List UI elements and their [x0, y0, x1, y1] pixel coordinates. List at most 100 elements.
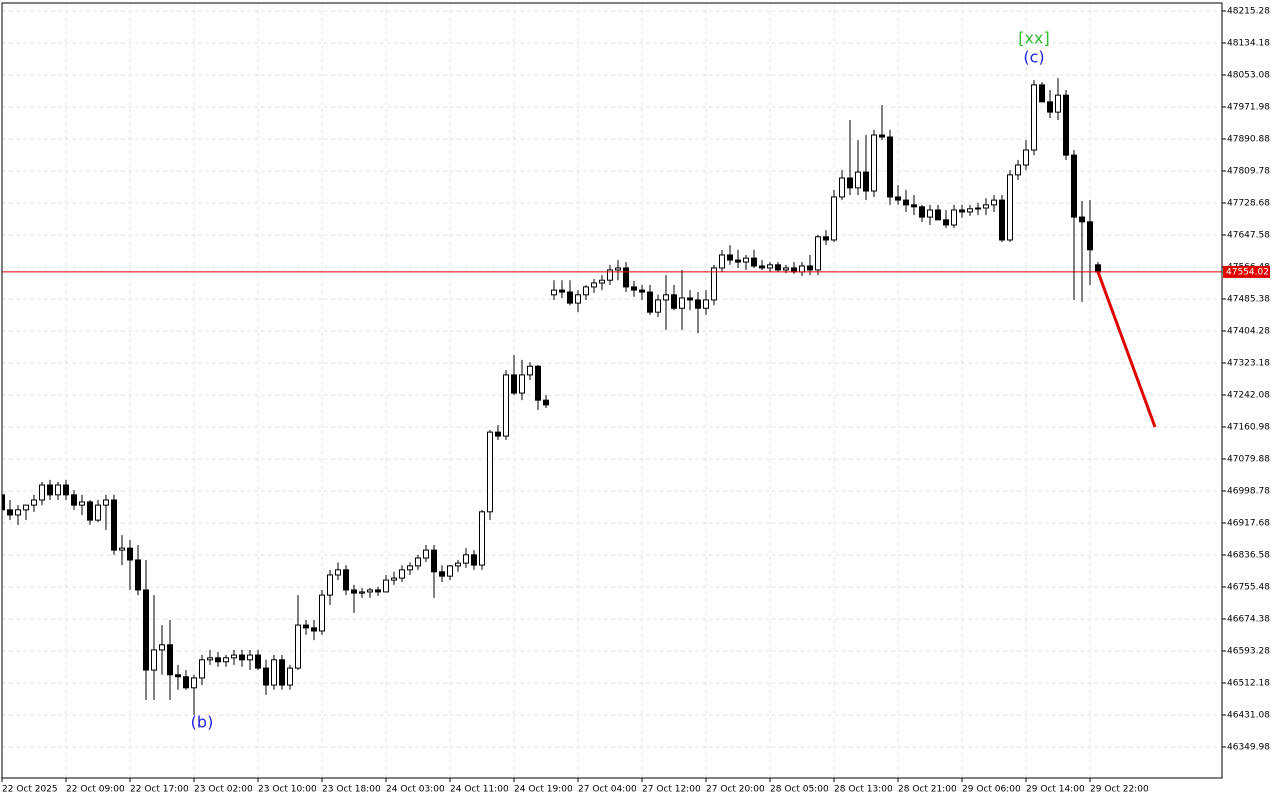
candle-body — [671, 294, 677, 309]
candle-body — [919, 206, 925, 218]
candle-body — [127, 547, 133, 561]
candle-body — [463, 554, 469, 564]
candle-body — [767, 264, 773, 269]
candle-body — [791, 267, 797, 273]
candle-body — [247, 654, 253, 661]
candle-body — [439, 571, 445, 577]
candle-body — [991, 199, 997, 206]
candle-body — [655, 299, 661, 313]
candle-body — [871, 134, 877, 192]
x-tick-label: 22 Oct 2025 — [2, 785, 58, 795]
candle-body — [711, 267, 717, 301]
x-tick-label: 24 Oct 03:00 — [386, 785, 445, 795]
x-tick-label: 24 Oct 19:00 — [514, 785, 573, 795]
candle-body — [823, 236, 829, 241]
candle-body — [263, 667, 269, 686]
candle-body — [191, 677, 197, 689]
candle-body — [863, 171, 869, 192]
candle-body — [455, 562, 461, 567]
candle-body — [959, 209, 965, 213]
candle-body — [815, 236, 821, 271]
candle-body — [15, 509, 21, 516]
candle-body — [783, 267, 789, 271]
y-tick-label: 47728.68 — [1227, 198, 1270, 208]
y-tick-label: 47079.88 — [1227, 455, 1270, 465]
candle-body — [903, 199, 909, 206]
candle-body — [703, 299, 709, 309]
candle-body — [135, 559, 141, 591]
candle-body — [583, 286, 589, 296]
grid — [1, 3, 1222, 778]
candle-body — [335, 569, 341, 576]
y-tick-label: 46674.38 — [1227, 615, 1270, 625]
wave-label: [xx] — [1018, 29, 1049, 48]
candle-body — [119, 547, 125, 551]
y-tick-label: 46998.78 — [1227, 487, 1270, 497]
candle-body — [1047, 101, 1053, 113]
candle-body — [855, 171, 861, 189]
candle-body — [495, 431, 501, 437]
y-tick-label: 47890.88 — [1227, 134, 1270, 144]
candle-body — [319, 594, 325, 632]
candle-body — [1023, 149, 1029, 166]
x-tick-label: 28 Oct 13:00 — [834, 785, 893, 795]
candle-body — [847, 177, 853, 189]
x-tick-label: 23 Oct 02:00 — [194, 785, 253, 795]
candle-body — [687, 297, 693, 301]
y-tick-label: 46755.48 — [1227, 583, 1270, 593]
y-tick-label: 47242.08 — [1227, 391, 1270, 401]
candle-body — [927, 209, 933, 218]
candle-body — [607, 269, 613, 281]
candle-body — [1071, 154, 1077, 218]
candle-body — [543, 399, 549, 406]
candle-body — [215, 657, 221, 663]
candle-body — [423, 549, 429, 559]
candle-body — [2, 494, 5, 511]
candle-body — [303, 624, 309, 629]
candle-body — [1095, 264, 1101, 273]
candle-body — [87, 501, 93, 521]
y-tick-label: 46836.58 — [1227, 551, 1270, 561]
candle-body — [935, 209, 941, 221]
candle-body — [183, 676, 189, 689]
candle-body — [647, 291, 653, 313]
candle-body — [287, 667, 293, 686]
candle-body — [351, 589, 357, 594]
candle-body — [743, 257, 749, 263]
wave-label: (b) — [191, 713, 214, 732]
x-tick-label: 29 Oct 22:00 — [1090, 785, 1149, 795]
candle-body — [775, 264, 781, 271]
x-tick-label: 27 Oct 20:00 — [706, 785, 765, 795]
candle-body — [7, 509, 13, 516]
candle-body — [231, 654, 237, 659]
candle-body — [55, 484, 61, 496]
candle-body — [639, 289, 645, 293]
x-tick-label: 27 Oct 04:00 — [578, 785, 637, 795]
x-tick-label: 23 Oct 10:00 — [258, 785, 317, 795]
candle-body — [167, 644, 173, 676]
candle-body — [31, 499, 37, 506]
x-tick-label: 29 Oct 06:00 — [962, 785, 1021, 795]
candle-body — [271, 659, 277, 686]
candle-body — [1087, 221, 1093, 251]
candle-body — [999, 199, 1005, 241]
candle-body — [1031, 84, 1037, 151]
candle-body — [1063, 94, 1069, 156]
candle-body — [95, 504, 101, 521]
candle-body — [375, 589, 381, 593]
candle-body — [327, 574, 333, 596]
candle-body — [343, 569, 349, 591]
candle-body — [71, 494, 77, 506]
candle-body — [415, 557, 421, 567]
candle-body — [39, 484, 45, 501]
axes: 46349.98 46431.08 46512.18 46593.28 46674.38… — [1, 6, 1270, 795]
candle-body — [735, 259, 741, 263]
y-tick-label: 46349.98 — [1227, 743, 1270, 753]
y-tick-label: 46512.18 — [1227, 679, 1270, 689]
x-tick-label: 29 Oct 14:00 — [1026, 785, 1085, 795]
candle-body — [983, 204, 989, 209]
candle-body — [399, 569, 405, 579]
candle-body — [719, 254, 725, 269]
